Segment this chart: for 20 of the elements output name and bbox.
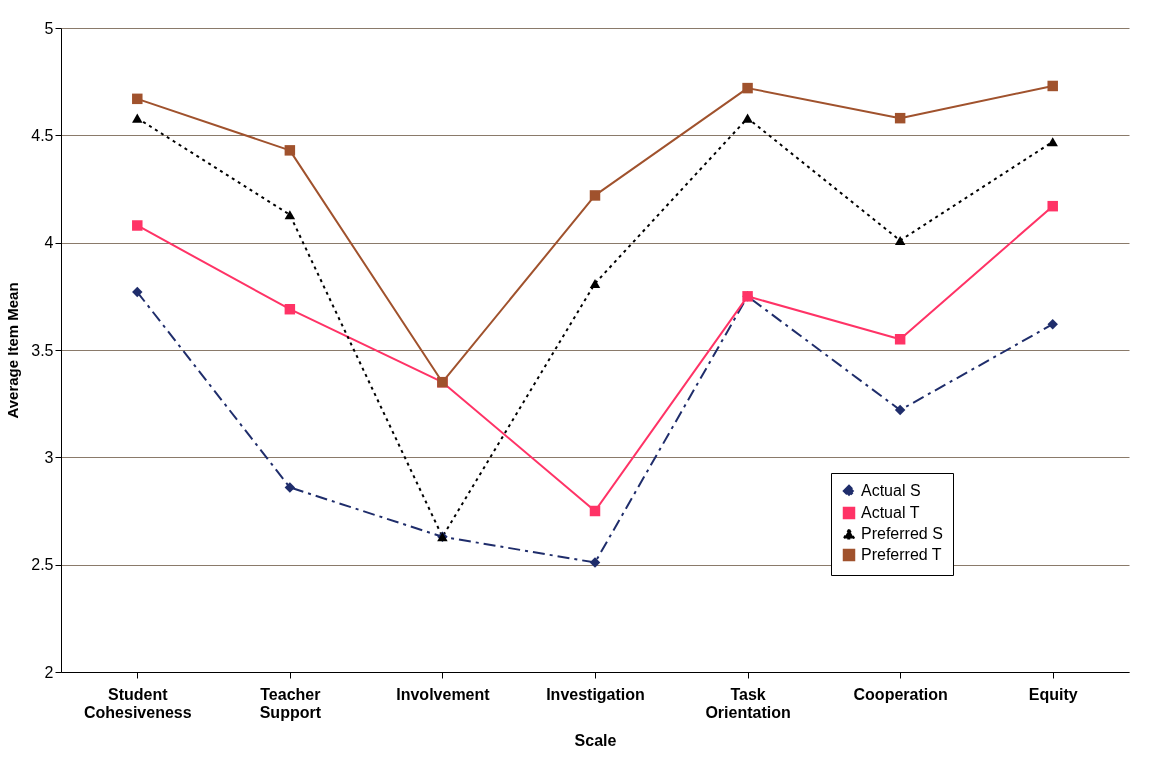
x-tick-label: Teacher Support [259, 685, 322, 721]
x-axis-title: Scale [574, 731, 617, 749]
legend-label: Actual T [861, 504, 920, 521]
y-tick-label: 5 [44, 19, 54, 37]
legend-label: Preferred T [861, 546, 942, 563]
y-tick-label: 3.5 [31, 341, 54, 359]
y-axis-title: Average Item Mean [4, 282, 22, 419]
y-tick-label: 2.5 [31, 556, 54, 574]
y-tick-label: 2 [44, 663, 54, 681]
y-tick-label: 4.5 [31, 126, 54, 144]
x-tick-label: Cooperation [853, 685, 948, 703]
y-tick-label: 3 [44, 448, 54, 466]
legend-label: Actual S [861, 482, 921, 499]
y-tick-label: 4 [44, 234, 54, 252]
x-tick-label: Student Cohesiveness [83, 685, 192, 721]
x-tick-label: Involvement [396, 685, 491, 703]
x-tick-label: Investigation [546, 685, 645, 703]
x-tick-label: Equity [1028, 685, 1078, 703]
x-tick-label: Task Orientation [705, 685, 791, 721]
legend-label: Preferred S [861, 525, 943, 542]
